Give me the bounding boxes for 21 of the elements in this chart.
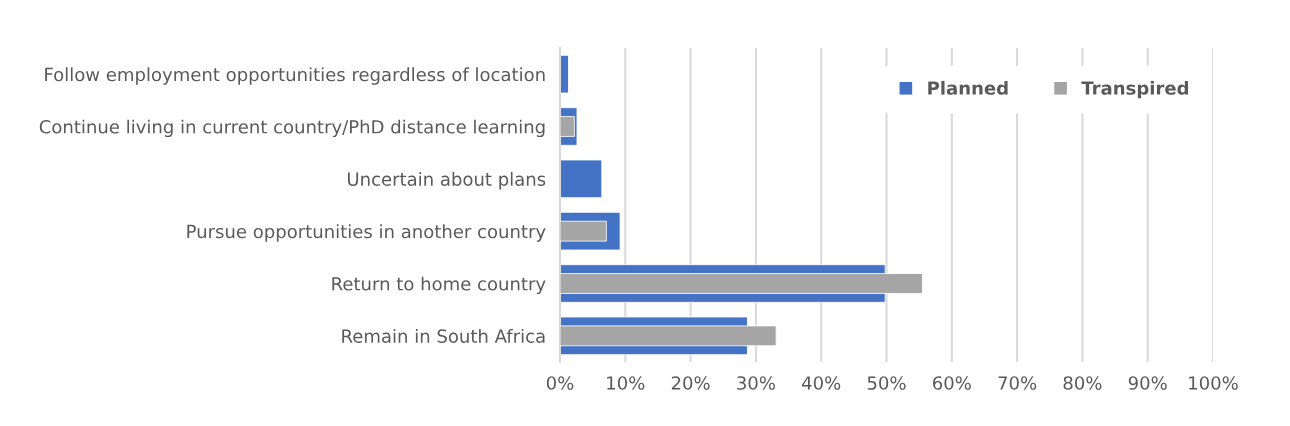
x-tick-label: 20% [671, 376, 710, 390]
x-tick-label: 80% [1063, 376, 1102, 390]
y-tick-label: Pursue opportunities in another country [187, 224, 546, 242]
y-tick-label: Follow employment opportunities regardless of location [45, 67, 545, 85]
x-tick-label: 90% [1128, 376, 1167, 390]
x-tick-label: 30% [737, 376, 775, 390]
y-tick-label: Remain in South Africa [342, 328, 545, 343]
y-tick-label: Uncertain about plans [348, 171, 546, 190]
x-tick-label: 60% [933, 376, 971, 390]
x-tick-label: 0% [546, 376, 574, 390]
y-tick-label: Continue living in current country/PhD distance learning [39, 119, 545, 138]
legend-label: Transpired [1081, 80, 1189, 99]
x-tick-label: 50% [867, 376, 906, 390]
legend-label: Planned [928, 80, 1008, 95]
x-tick-label: 100% [1189, 376, 1238, 390]
x-tick-label: 40% [802, 376, 841, 390]
y-tick-label: Return to home country [332, 276, 546, 295]
x-tick-label: 70% [998, 376, 1037, 390]
x-tick-label: 10% [607, 376, 645, 390]
bar [560, 54, 569, 94]
bar [560, 159, 603, 199]
